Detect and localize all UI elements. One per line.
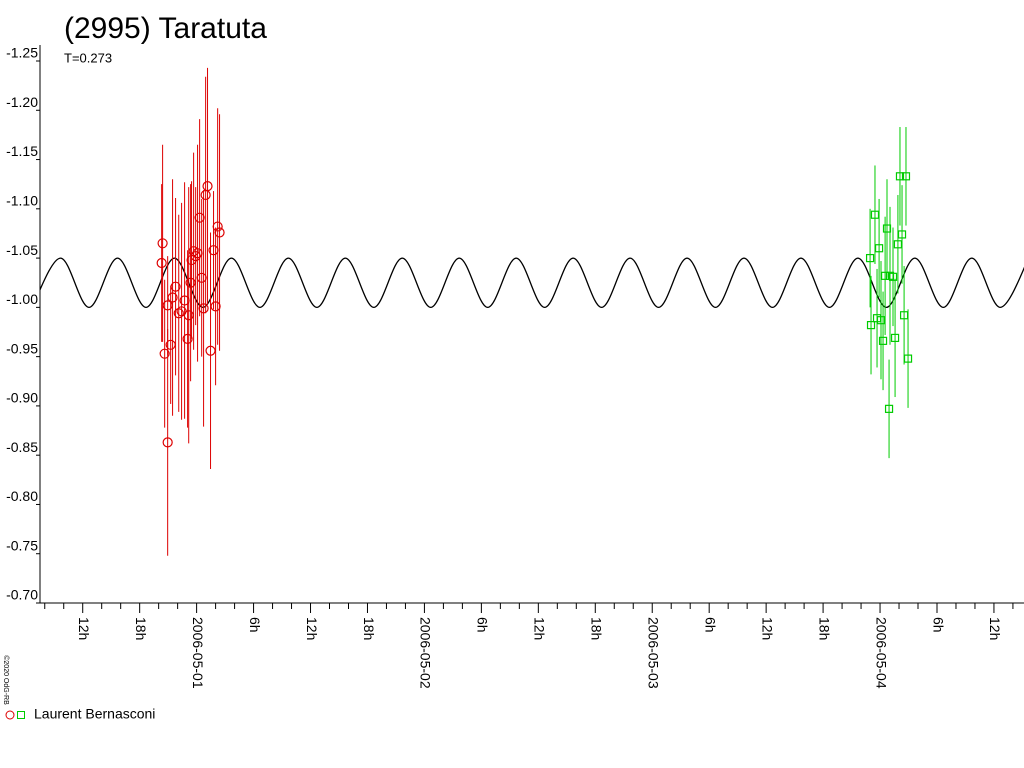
data-point — [210, 301, 221, 312]
data-point — [893, 240, 903, 249]
x-tick-label: 6h — [475, 617, 491, 633]
data-point — [212, 221, 223, 232]
data-point — [173, 308, 184, 319]
data-point — [194, 212, 205, 223]
data-point — [214, 227, 225, 238]
x-tick-label: 2006-05-01 — [190, 617, 206, 689]
data-point — [165, 339, 176, 350]
data-point — [183, 310, 194, 321]
y-tick-label: -0.85 — [6, 439, 38, 455]
data-point — [881, 271, 890, 280]
data-point — [156, 257, 167, 269]
x-tick-label: 2006-05-03 — [646, 617, 662, 689]
data-point — [899, 311, 909, 320]
data-point — [202, 181, 213, 192]
legend-marker — [17, 711, 25, 719]
data-point — [170, 281, 181, 292]
y-tick-label: -0.70 — [6, 587, 38, 603]
y-tick-label: -1.10 — [6, 193, 38, 209]
data-point — [162, 300, 173, 311]
data-point — [167, 292, 178, 303]
data-point — [865, 253, 875, 263]
data-point — [882, 224, 892, 233]
data-point — [895, 172, 905, 181]
data-point — [196, 272, 207, 283]
data-point — [162, 437, 173, 448]
data-point — [878, 336, 888, 345]
x-tick-label: 12h — [532, 617, 548, 640]
x-tick-label: 6h — [930, 617, 946, 633]
x-tick-label: 18h — [589, 617, 605, 640]
data-point — [179, 295, 190, 306]
x-tick-label: 12h — [304, 617, 320, 640]
x-tick-label: 6h — [247, 617, 263, 633]
y-tick-label: -0.95 — [6, 340, 38, 356]
data-point — [888, 272, 898, 281]
y-tick-label: -1.25 — [6, 45, 38, 61]
data-point — [874, 244, 884, 253]
data-point — [159, 348, 170, 359]
data-point — [870, 210, 880, 219]
y-tick-label: -1.15 — [6, 143, 38, 159]
x-tick-label: 18h — [361, 617, 377, 640]
legend-label: Laurent Bernasconi — [34, 706, 155, 722]
data-point — [190, 251, 201, 262]
x-tick-label: 12h — [987, 617, 1003, 640]
x-tick-label: 12h — [759, 617, 775, 640]
x-tick-label: 2006-05-02 — [418, 617, 434, 689]
data-point — [157, 238, 168, 249]
y-tick-label: -1.05 — [6, 242, 38, 258]
x-tick-label: 12h — [76, 617, 92, 640]
x-tick-label: 18h — [133, 617, 149, 640]
y-tick-label: -0.80 — [6, 488, 38, 504]
data-point — [901, 172, 911, 181]
y-tick-label: -0.75 — [6, 537, 38, 553]
data-point — [884, 404, 894, 413]
data-point — [185, 277, 196, 288]
x-tick-label: 6h — [702, 617, 718, 633]
y-tick-label: -1.20 — [6, 94, 38, 110]
chart-title: (2995) Taratuta — [64, 12, 267, 45]
x-tick-label: 2006-05-04 — [873, 617, 889, 689]
chart-subtitle: T=0.273 — [64, 50, 112, 65]
data-point — [208, 245, 219, 256]
data-point — [192, 248, 203, 259]
y-tick-label: -1.00 — [6, 291, 38, 307]
data-point — [903, 354, 913, 363]
model-curve — [40, 257, 1024, 309]
model-layer — [40, 257, 1024, 309]
x-tick-label: 18h — [816, 617, 832, 640]
credit: ©2020 OdG-RB — [2, 655, 10, 705]
data-point — [897, 230, 907, 239]
data-point — [890, 333, 900, 343]
data-point — [205, 345, 216, 356]
data-point — [198, 303, 209, 314]
y-tick-label: -0.90 — [6, 390, 38, 406]
data-point — [876, 316, 886, 325]
data-point — [866, 321, 876, 330]
legend-marker — [5, 710, 15, 720]
data-point — [182, 333, 193, 344]
